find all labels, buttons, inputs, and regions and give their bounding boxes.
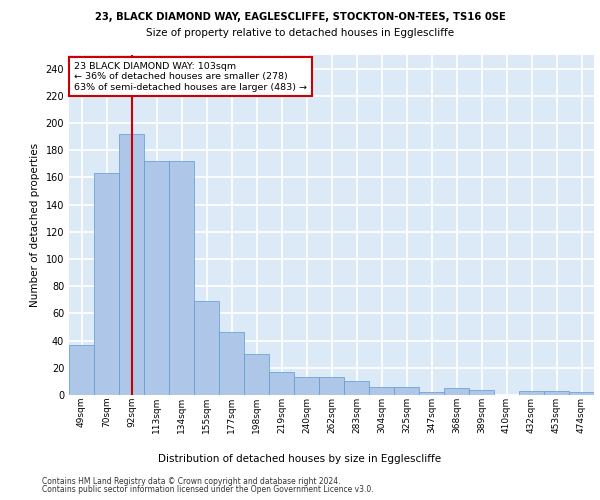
Bar — [444, 388, 469, 395]
Bar — [219, 332, 244, 395]
Bar — [69, 344, 94, 395]
Y-axis label: Number of detached properties: Number of detached properties — [30, 143, 40, 307]
Text: Distribution of detached houses by size in Egglescliffe: Distribution of detached houses by size … — [158, 454, 442, 464]
Bar — [344, 382, 369, 395]
Bar — [319, 378, 344, 395]
Text: Contains public sector information licensed under the Open Government Licence v3: Contains public sector information licen… — [42, 485, 374, 494]
Text: Contains HM Land Registry data © Crown copyright and database right 2024.: Contains HM Land Registry data © Crown c… — [42, 477, 341, 486]
Bar — [294, 378, 319, 395]
Bar — [544, 391, 569, 395]
Bar — [194, 301, 219, 395]
Bar — [469, 390, 494, 395]
Text: 23, BLACK DIAMOND WAY, EAGLESCLIFFE, STOCKTON-ON-TEES, TS16 0SE: 23, BLACK DIAMOND WAY, EAGLESCLIFFE, STO… — [95, 12, 505, 22]
Bar — [519, 391, 544, 395]
Bar — [119, 134, 144, 395]
Bar — [269, 372, 294, 395]
Bar — [569, 392, 594, 395]
Bar — [419, 392, 444, 395]
Bar — [244, 354, 269, 395]
Text: Size of property relative to detached houses in Egglescliffe: Size of property relative to detached ho… — [146, 28, 454, 38]
Bar — [94, 174, 119, 395]
Text: 23 BLACK DIAMOND WAY: 103sqm
← 36% of detached houses are smaller (278)
63% of s: 23 BLACK DIAMOND WAY: 103sqm ← 36% of de… — [74, 62, 307, 92]
Bar — [144, 161, 169, 395]
Bar — [394, 387, 419, 395]
Bar — [169, 161, 194, 395]
Bar — [369, 387, 394, 395]
